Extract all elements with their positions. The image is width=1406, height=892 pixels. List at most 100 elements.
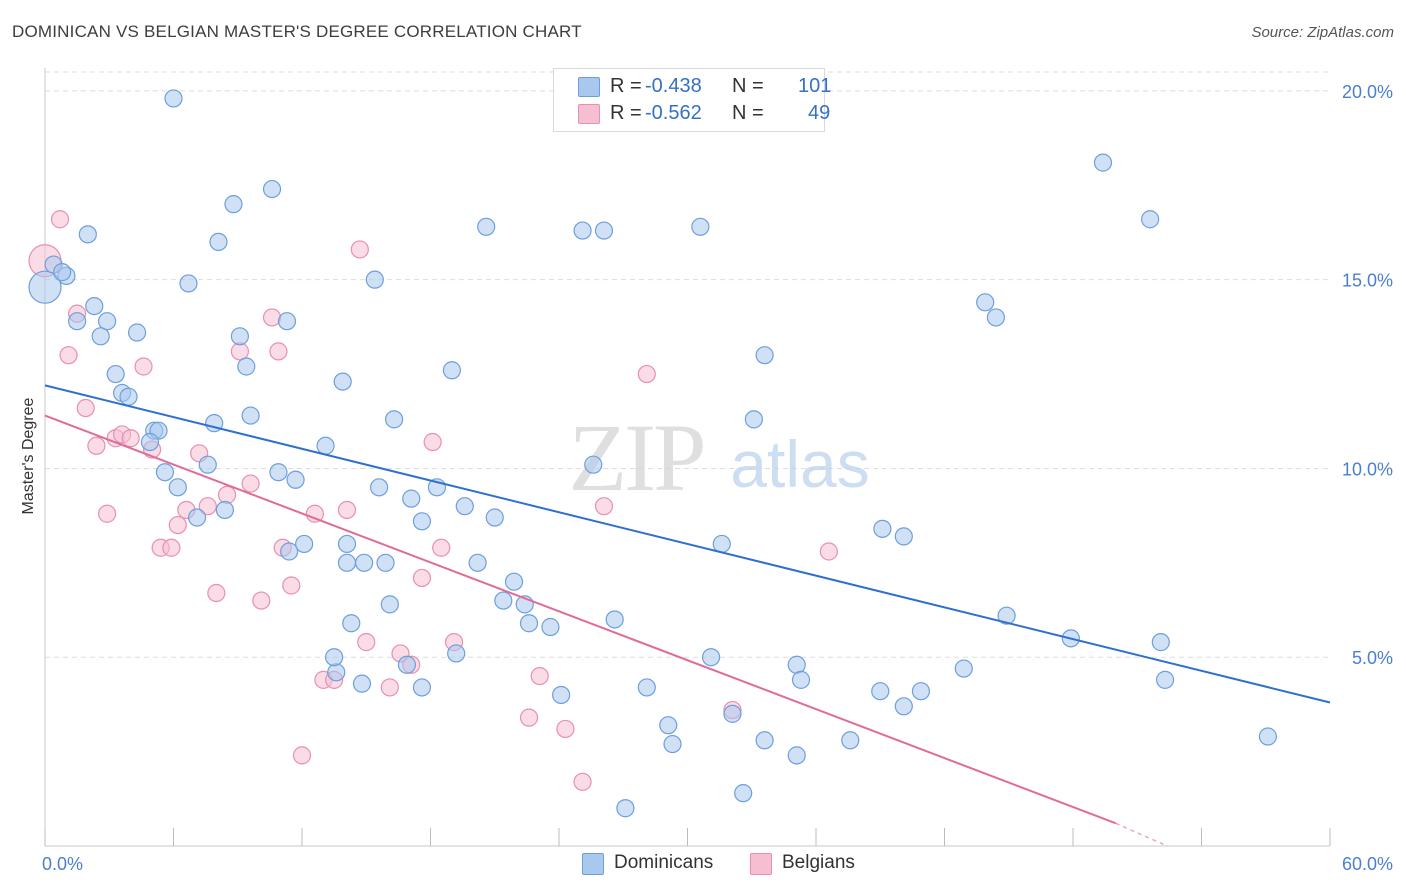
data-point-dominican [262, 179, 282, 199]
data-point-dominican [1151, 633, 1170, 652]
data-point-dominican [355, 553, 374, 572]
y-tick-label: 20.0% [1342, 82, 1393, 102]
data-point-belgian [76, 398, 95, 418]
data-point-dominican [723, 704, 742, 723]
belgians-points [28, 210, 838, 791]
data-point-dominican [78, 225, 97, 244]
data-point-dominican [237, 357, 256, 376]
trendlines [44, 384, 1331, 847]
data-point-dominican [412, 678, 432, 697]
data-point-dominican [552, 685, 571, 705]
watermark: ZIP atlas [569, 404, 870, 511]
stats-legend: R = -0.438 N = 101 R = -0.562 N = 49 [553, 68, 831, 132]
data-point-belgian [162, 538, 181, 557]
data-point-dominican [954, 659, 973, 678]
data-point-dominican [659, 716, 678, 735]
data-point-dominican [342, 614, 361, 633]
data-point-belgian [819, 542, 838, 561]
y-tick-label: 5.0% [1352, 648, 1393, 668]
data-point-dominican [412, 512, 432, 531]
data-point-dominican [155, 463, 175, 482]
data-point-dominican [976, 293, 995, 312]
data-point-dominican [91, 327, 110, 346]
data-point-dominican [468, 553, 487, 572]
data-point-belgian [380, 678, 399, 697]
data-point-dominican [209, 232, 228, 252]
data-point-dominican [327, 663, 346, 682]
data-point-belgian [262, 308, 282, 327]
data-point-belgian [230, 342, 249, 361]
data-point-dominican [337, 534, 357, 554]
dominicans-legend-label: Dominicans [614, 852, 714, 873]
data-point-dominican [397, 655, 417, 674]
data-point-dominican [384, 410, 404, 429]
data-point-belgian [350, 240, 369, 259]
data-point-dominican [997, 606, 1016, 625]
data-point-belgian [50, 210, 70, 229]
data-point-belgian [217, 485, 237, 504]
axes [44, 68, 1331, 847]
trendline-dominicans [44, 384, 1331, 704]
data-point-dominican [187, 508, 207, 527]
y-tick-label: 10.0% [1342, 459, 1393, 479]
data-point-dominican [333, 372, 352, 391]
data-point-dominican [337, 553, 357, 572]
chart-title: DOMINICAN VS BELGIAN MASTER'S DEGREE COR… [12, 22, 582, 41]
dominicans-swatch [578, 77, 600, 97]
r-value: -0.562 [645, 102, 702, 124]
data-point-dominican [352, 674, 372, 693]
data-point-belgian [637, 364, 656, 384]
data-point-dominican [1258, 727, 1277, 746]
data-point-dominican [1093, 153, 1113, 172]
data-point-dominican [127, 323, 147, 342]
watermark-atlas: atlas [730, 427, 869, 501]
data-point-belgian [269, 342, 288, 361]
data-point-belgian [412, 568, 432, 588]
data-point-dominican [365, 270, 384, 289]
belgians-swatch [578, 104, 600, 124]
data-point-dominican [442, 361, 462, 380]
data-point-dominican [841, 731, 860, 750]
data-point-dominican [701, 648, 721, 667]
data-point-dominican [28, 270, 62, 304]
data-point-dominican [755, 346, 774, 365]
data-point-dominican [485, 508, 504, 527]
n-label: N = [732, 102, 764, 124]
data-point-belgian [556, 719, 575, 739]
data-point-dominican [712, 534, 731, 554]
belgians-legend-label: Belgians [782, 852, 855, 873]
data-point-belgian [252, 591, 271, 610]
data-point-dominican [198, 455, 217, 474]
data-point-belgian [134, 357, 153, 376]
data-point-dominican [280, 542, 299, 561]
n-label: N = [732, 75, 764, 97]
data-point-dominican [911, 682, 931, 701]
data-point-dominican [605, 610, 624, 629]
data-point-dominican [787, 655, 806, 674]
data-point-dominican [269, 463, 288, 482]
data-point-dominican [224, 195, 243, 214]
data-point-dominican [119, 387, 138, 406]
data-point-belgian [98, 504, 117, 523]
data-point-dominican [325, 648, 344, 667]
x-tick-label: 60.0% [1342, 854, 1393, 874]
data-point-dominican [295, 534, 314, 554]
data-point-belgian [594, 497, 614, 516]
trendline-belgians [44, 414, 1117, 825]
data-point-dominican [791, 670, 811, 689]
x-tick-label: 0.0% [42, 854, 83, 874]
data-point-dominican [787, 746, 806, 765]
data-point-dominican [455, 497, 474, 516]
data-point-belgian [87, 436, 106, 455]
data-point-dominican [53, 263, 72, 282]
r-label: R = [610, 102, 642, 124]
data-point-belgian [282, 576, 301, 595]
data-point-dominican [494, 591, 513, 610]
data-point-belgian [357, 633, 376, 652]
data-point-dominican [519, 614, 539, 633]
data-point-dominican [179, 274, 198, 293]
data-point-dominican [504, 572, 524, 591]
n-value: 101 [798, 75, 832, 97]
data-point-dominican [663, 734, 682, 754]
belgians-legend-swatch [750, 853, 772, 875]
